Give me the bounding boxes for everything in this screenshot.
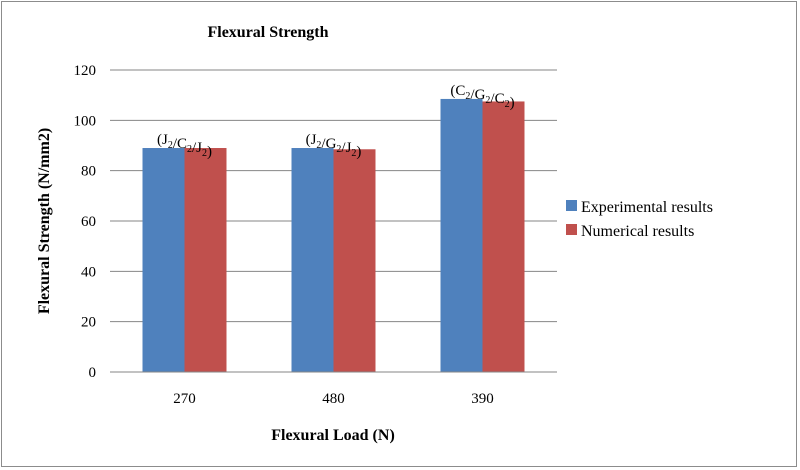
bar-annotation: (J2/C2/J2) bbox=[157, 132, 212, 160]
bar-numerical-480 bbox=[333, 149, 376, 372]
bar-experimental-270 bbox=[142, 148, 185, 372]
x-tick-labels: 270 480 390 bbox=[173, 391, 494, 407]
x-tick-label: 270 bbox=[173, 391, 196, 407]
y-tick-label: 100 bbox=[74, 113, 97, 129]
y-tick-label: 60 bbox=[81, 214, 96, 230]
bar-annotation: (J2/G2/J2) bbox=[306, 132, 362, 160]
y-tick-label: 20 bbox=[81, 315, 96, 331]
legend-label: Numerical results bbox=[581, 223, 694, 240]
legend-swatch bbox=[566, 224, 577, 235]
bars bbox=[142, 98, 525, 373]
legend-label: Experimental results bbox=[581, 199, 713, 216]
bar-annotation: (C2/G2/C2) bbox=[450, 83, 514, 111]
x-axis-label: Flexural Load (N) bbox=[271, 427, 395, 444]
legend: Experimental results Numerical results bbox=[566, 199, 713, 240]
bar-experimental-390 bbox=[440, 98, 483, 373]
y-tick-label: 80 bbox=[81, 164, 96, 180]
bar-numerical-390 bbox=[482, 101, 525, 372]
y-tick-label: 120 bbox=[74, 63, 97, 79]
chart-title: Flexural Strength bbox=[207, 24, 328, 41]
bar-experimental-480 bbox=[291, 148, 334, 372]
y-axis-label: Flexural Strength (N/mm2) bbox=[36, 128, 53, 314]
y-tick-label: 0 bbox=[89, 365, 97, 381]
y-tick-labels: 0 20 40 60 80 100 120 bbox=[74, 63, 97, 381]
legend-swatch bbox=[566, 200, 577, 211]
bar-annotations: (J2/C2/J2) (J2/G2/J2) (C2/G2/C2) bbox=[157, 83, 515, 160]
x-tick-label: 480 bbox=[322, 391, 345, 407]
y-tick-label: 40 bbox=[81, 264, 96, 280]
bar-numerical-270 bbox=[184, 148, 227, 372]
x-tick-label: 390 bbox=[471, 391, 494, 407]
